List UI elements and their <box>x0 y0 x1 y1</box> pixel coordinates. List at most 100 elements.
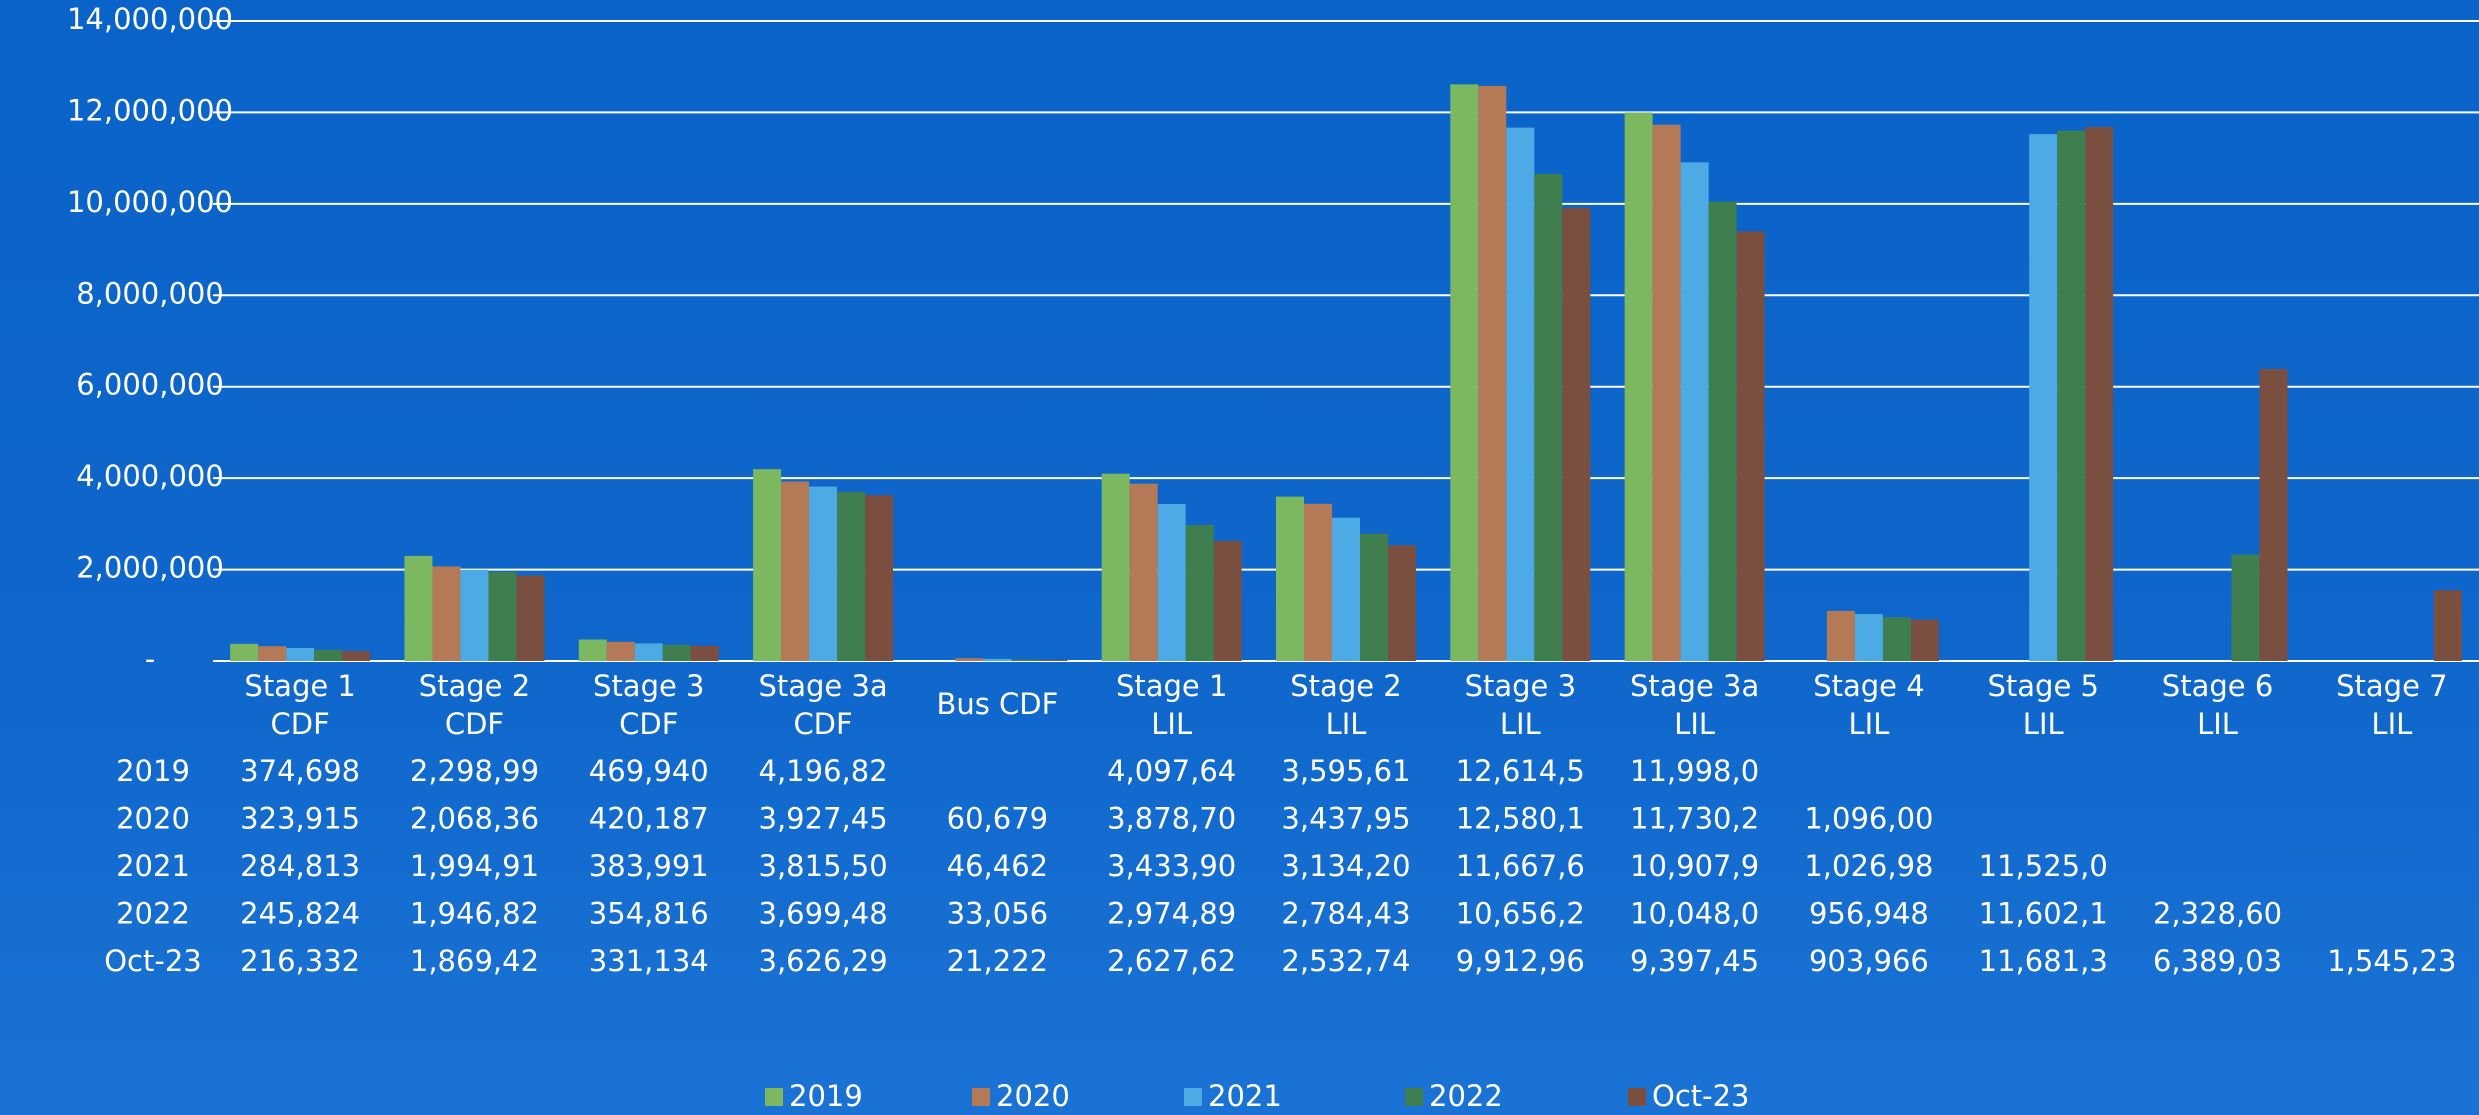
y-tick-label: 2,000,000 <box>76 551 224 585</box>
table-cell: 6,389,03 <box>2153 944 2282 978</box>
table-cell: 11,667,6 <box>1456 849 1585 883</box>
legend-marker <box>1405 1088 1423 1106</box>
table-row-label: 2022 <box>116 897 190 931</box>
bar <box>690 645 719 661</box>
table-cell: 33,056 <box>947 897 1048 931</box>
table-cell: 21,222 <box>947 944 1048 978</box>
x-tick-label: LIL <box>2371 707 2412 741</box>
y-tick-label: 10,000,000 <box>67 185 233 219</box>
bar <box>1562 207 1591 661</box>
table-cell: 60,679 <box>947 802 1048 836</box>
bar <box>1450 84 1479 661</box>
bar <box>2259 368 2288 661</box>
legend-label: 2020 <box>996 1079 1070 1113</box>
bar <box>578 639 607 661</box>
bar <box>865 495 894 661</box>
table-cell: 11,602,1 <box>1979 897 2108 931</box>
x-tick-label: LIL <box>1500 707 1541 741</box>
table-cell: 11,525,0 <box>1979 849 2108 883</box>
bar <box>662 644 691 661</box>
bar <box>488 572 517 661</box>
x-tick-label: Stage 3a <box>1630 669 1759 703</box>
x-tick-label: Stage 6 <box>2162 669 2273 703</box>
x-tick-label: CDF <box>271 707 330 741</box>
bar <box>258 646 287 661</box>
table-cell: 1,869,42 <box>410 944 539 978</box>
bar <box>634 643 663 661</box>
table-cell: 383,991 <box>589 849 709 883</box>
table-cell: 2,627,62 <box>1107 944 1236 978</box>
x-tick-label: LIL <box>1848 707 1889 741</box>
legend-label: 2021 <box>1208 1079 1282 1113</box>
bar <box>2231 554 2260 661</box>
bar <box>460 569 489 661</box>
y-tick-label: 4,000,000 <box>76 459 224 493</box>
table-cell: 3,699,48 <box>759 897 888 931</box>
table-cell: 12,580,1 <box>1456 802 1585 836</box>
table-cell: 1,026,98 <box>1804 849 1933 883</box>
bar <box>1011 659 1040 661</box>
table-cell: 1,994,91 <box>410 849 539 883</box>
table-cell: 2,298,99 <box>410 754 539 788</box>
bar <box>1039 660 1068 661</box>
x-tick-label: Stage 7 <box>2336 669 2447 703</box>
bar <box>2057 130 2086 661</box>
bar <box>342 651 371 661</box>
table-cell: 3,927,45 <box>759 802 888 836</box>
bar <box>1213 540 1242 661</box>
legend-marker <box>1628 1088 1646 1106</box>
table-cell: 4,196,82 <box>759 754 888 788</box>
table-cell: 2,784,43 <box>1281 897 1410 931</box>
bar <box>1360 533 1388 661</box>
x-tick-label: Stage 1 <box>1116 669 1227 703</box>
x-tick-label: Stage 2 <box>1290 669 1401 703</box>
table-cell: 10,907,9 <box>1630 849 1759 883</box>
table-cell: 245,824 <box>240 897 360 931</box>
table-cell: 10,656,2 <box>1456 897 1585 931</box>
x-tick-label: LIL <box>2197 707 2238 741</box>
x-tick-label: CDF <box>793 707 852 741</box>
legend-label: Oct-23 <box>1652 1079 1750 1113</box>
bar <box>1652 124 1681 662</box>
bar <box>2433 590 2462 661</box>
table-cell: 2,328,60 <box>2153 897 2282 931</box>
y-tick-label: - <box>145 642 155 676</box>
x-tick-label: CDF <box>619 707 678 741</box>
table-cell: 3,134,20 <box>1281 849 1410 883</box>
table-cell: 2,974,89 <box>1107 897 1236 931</box>
legend-marker <box>1184 1088 1202 1106</box>
bar <box>2085 126 2114 662</box>
bar <box>1736 231 1765 661</box>
x-tick-label: Stage 4 <box>1813 669 1924 703</box>
bar <box>1276 496 1304 661</box>
table-cell: 1,096,00 <box>1804 802 1933 836</box>
bar <box>781 481 810 661</box>
table-cell: 11,730,2 <box>1630 802 1759 836</box>
y-tick-label: 8,000,000 <box>76 276 224 310</box>
y-tick-label: 14,000,000 <box>67 2 233 36</box>
table-cell: 2,532,74 <box>1281 944 1410 978</box>
table-cell: 3,433,90 <box>1107 849 1236 883</box>
table-cell: 3,626,29 <box>759 944 888 978</box>
table-row-label: 2020 <box>116 802 190 836</box>
table-cell: 323,915 <box>240 802 360 836</box>
bar <box>1129 483 1158 661</box>
table-cell: 216,332 <box>240 944 360 978</box>
bar <box>1910 619 1939 661</box>
table-cell: 956,948 <box>1809 897 1929 931</box>
table-cell: 4,097,64 <box>1107 754 1236 788</box>
x-tick-label: Stage 5 <box>1987 669 2098 703</box>
bar <box>1388 545 1416 661</box>
table-cell: 354,816 <box>589 897 709 931</box>
table-cell: 469,940 <box>589 754 709 788</box>
bar <box>1680 162 1709 661</box>
table-cell: 46,462 <box>947 849 1048 883</box>
y-tick-label: 6,000,000 <box>76 368 224 402</box>
table-row-label: Oct-23 <box>104 944 202 978</box>
table-cell: 1,946,82 <box>410 897 539 931</box>
bar <box>1506 127 1535 661</box>
x-tick-label: Stage 1 <box>244 669 355 703</box>
bar <box>606 641 635 661</box>
legend-label: 2022 <box>1429 1079 1503 1113</box>
bar <box>1332 517 1360 661</box>
